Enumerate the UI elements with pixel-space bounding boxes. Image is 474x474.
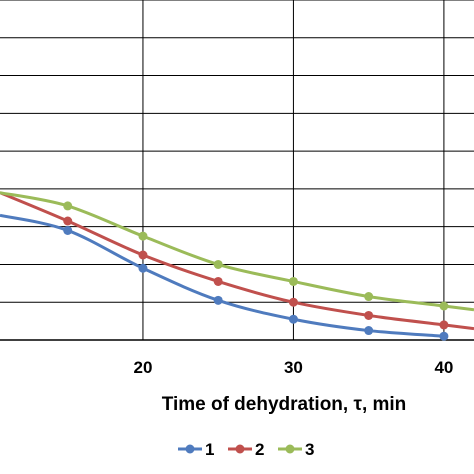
data-point xyxy=(364,292,374,302)
data-point xyxy=(213,259,223,269)
data-point xyxy=(364,326,374,336)
series-line xyxy=(0,191,474,312)
legend-item-1: 1 xyxy=(178,440,214,459)
x-tick-label: 30 xyxy=(284,358,303,377)
x-tick-label: 40 xyxy=(434,358,453,377)
legend-marker xyxy=(185,444,195,454)
data-point xyxy=(364,310,374,320)
data-point xyxy=(138,231,148,241)
grid-lines xyxy=(0,0,474,341)
data-point xyxy=(213,276,223,286)
data-point xyxy=(439,331,449,341)
legend-label: 3 xyxy=(305,440,314,459)
data-point xyxy=(288,297,298,307)
legend-label: 2 xyxy=(255,440,264,459)
legend-marker xyxy=(285,444,295,454)
legend-label: 1 xyxy=(205,440,214,459)
data-point xyxy=(63,216,73,226)
series-layer xyxy=(0,191,474,341)
legend-item-3: 3 xyxy=(278,440,314,459)
data-point xyxy=(439,301,449,311)
data-point xyxy=(138,250,148,260)
x-tick-label: 20 xyxy=(133,358,152,377)
series-1 xyxy=(0,213,449,341)
series-3 xyxy=(0,191,474,312)
data-point xyxy=(213,295,223,305)
legend-marker xyxy=(235,444,245,454)
data-point xyxy=(63,225,73,235)
data-point xyxy=(288,276,298,286)
series-line xyxy=(0,191,474,331)
legend: 1 2 3 xyxy=(178,440,314,459)
data-point xyxy=(63,201,73,211)
x-axis-title: Time of dehydration, τ, min xyxy=(162,394,407,415)
data-point xyxy=(439,320,449,330)
x-tick-labels: 20 30 40 xyxy=(133,358,453,377)
legend-item-2: 2 xyxy=(228,440,264,459)
data-point xyxy=(138,263,148,273)
data-point xyxy=(288,314,298,324)
series-2 xyxy=(0,191,474,331)
